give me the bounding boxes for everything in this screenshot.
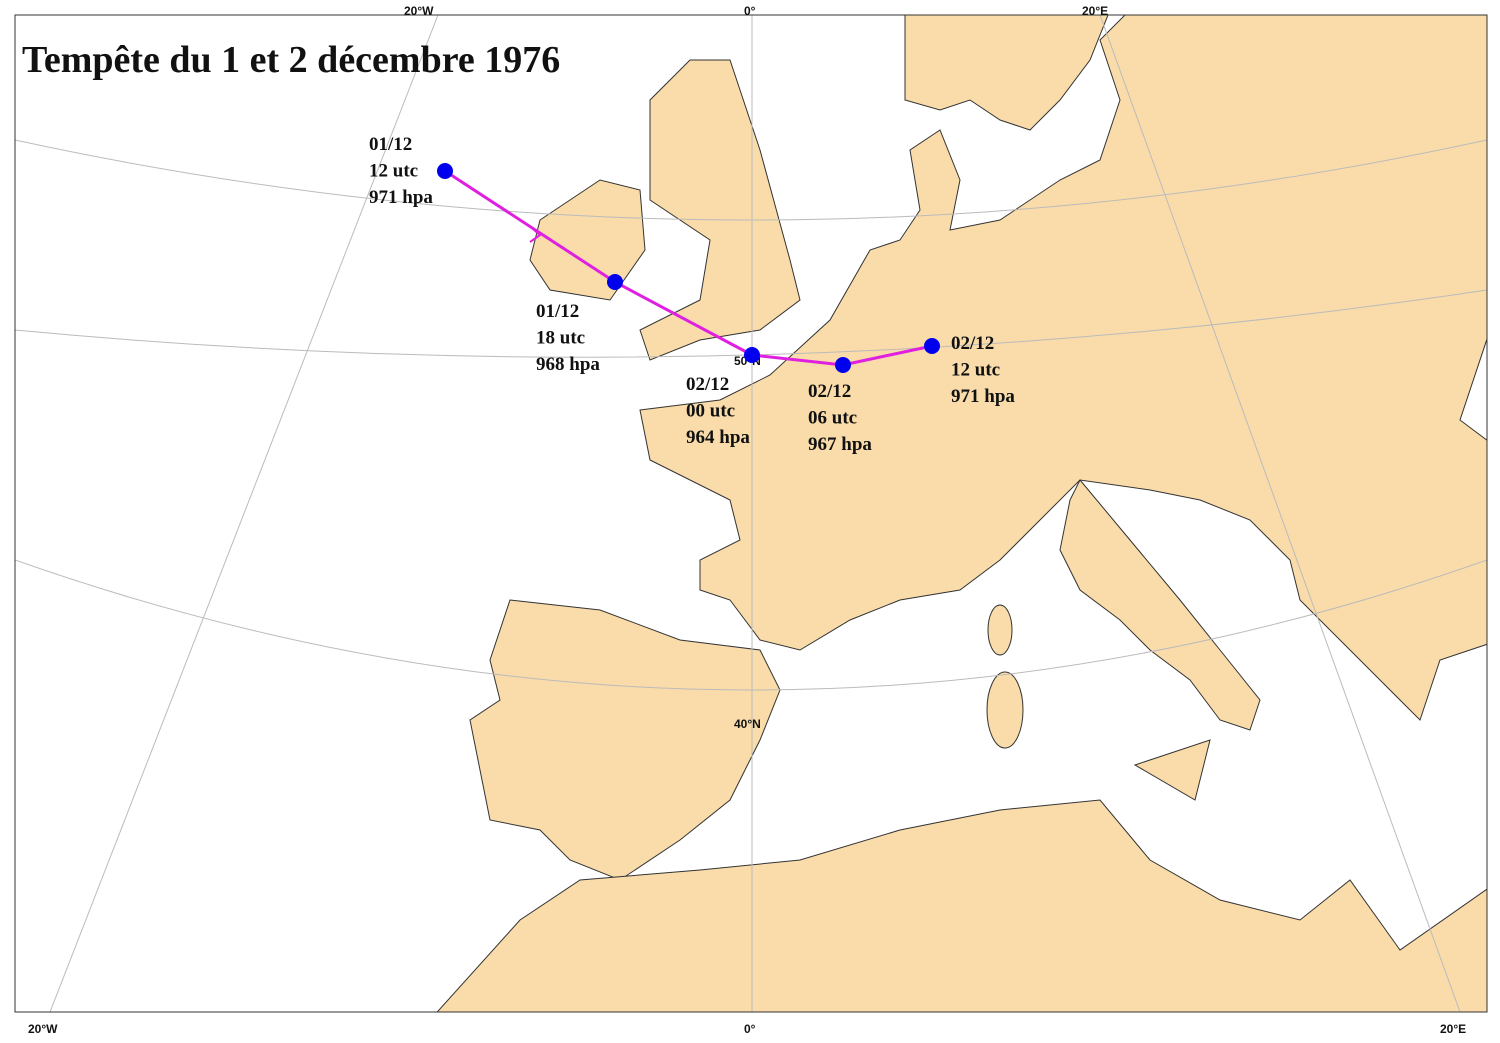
meridian-label: 20°E (1440, 1022, 1466, 1036)
track-label: 971 hpa (369, 187, 433, 208)
iberia (469, 599, 781, 881)
track-point (835, 357, 851, 373)
track-label: 968 hpa (536, 354, 600, 375)
track-label: 00 utc (686, 401, 735, 422)
track-label: 01/12 (369, 134, 412, 155)
track-label: 06 utc (808, 408, 857, 429)
continent (639, 15, 1487, 721)
map-title: Tempête du 1 et 2 décembre 1976 (22, 39, 560, 81)
track-label: 971 hpa (951, 386, 1015, 407)
italy (1059, 479, 1261, 731)
sicily (1133, 739, 1211, 801)
meridian-label: 0° (744, 1022, 756, 1036)
track-label: 12 utc (951, 360, 1000, 381)
track-point (744, 347, 760, 363)
frame (14, 14, 1488, 1013)
track-label: 12 utc (369, 161, 418, 182)
basemap (15, 15, 1487, 1012)
track-label: 01/12 (536, 301, 579, 322)
meridian-label: 20°E (1082, 4, 1108, 18)
meridian-label: 20°W (404, 4, 434, 18)
scandinavia (904, 15, 1109, 131)
track-label: 02/12 (686, 374, 729, 395)
corsica (987, 604, 1013, 656)
ireland (529, 179, 646, 301)
great-britain (639, 59, 801, 361)
track-label: 02/12 (808, 381, 851, 402)
parallel-label: 40°N (734, 717, 761, 731)
parallel (15, 139, 1487, 221)
track-point (924, 338, 940, 354)
meridian (1099, 15, 1461, 1012)
track-label: 18 utc (536, 328, 585, 349)
track-label: 02/12 (951, 333, 994, 354)
sardinia (986, 671, 1024, 749)
africa (436, 799, 1487, 1012)
track-point (437, 163, 453, 179)
track-point (607, 274, 623, 290)
track-label: 964 hpa (686, 427, 750, 448)
meridian (49, 15, 439, 1012)
meridian-label: 20°W (28, 1022, 58, 1036)
parallel (15, 559, 1487, 691)
meridian-label: 0° (744, 4, 756, 18)
track-label: 967 hpa (808, 434, 872, 455)
